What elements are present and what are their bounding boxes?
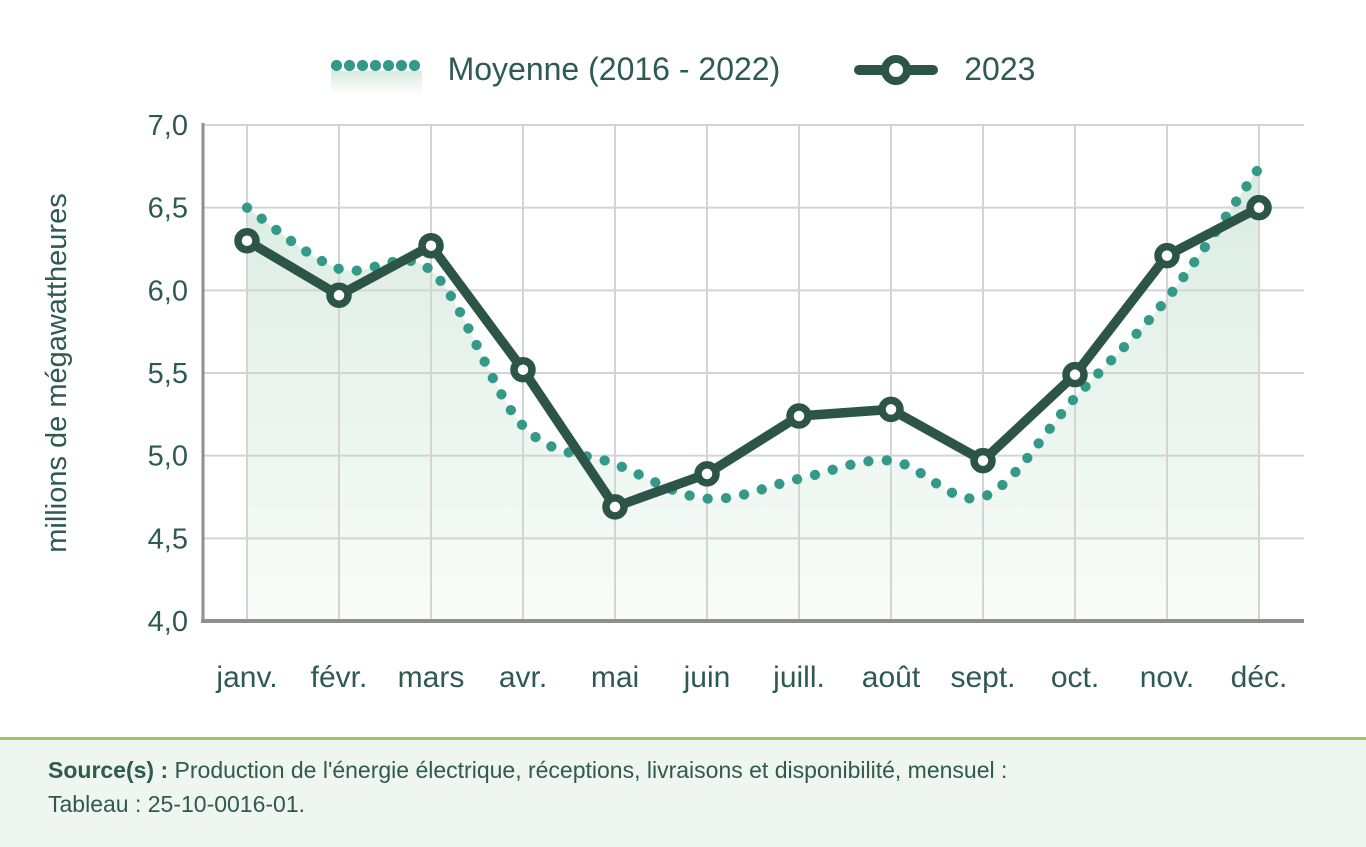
line-2023 <box>242 202 1264 512</box>
x-tick-label-mai: mai <box>591 661 639 694</box>
y-tick-label: 4,0 <box>148 606 188 638</box>
chart-legend: Moyenne (2016 - 2022) 2023 <box>0 44 1366 95</box>
marker-2023-mars[interactable] <box>418 232 444 259</box>
y-axis-title: millions de mégawattheures <box>41 193 73 552</box>
legend-item-2023[interactable]: 2023 <box>854 51 1035 88</box>
y-tick-label: 7,0 <box>148 110 188 142</box>
x-tick-label-mars: mars <box>398 661 465 694</box>
marker-2023-juin[interactable] <box>694 461 720 487</box>
marker-2023-déc.[interactable] <box>1246 194 1272 221</box>
source-footer: Source(s) : Production de l'énergie élec… <box>0 737 1366 847</box>
x-tick-label-avr.: avr. <box>499 661 547 694</box>
electricity-production-line-chart: 7,0 6,5 6,0 5,5 5,0 4,5 4,0 janv. févr. mars avr. m… <box>41 110 1304 694</box>
x-tick-label-juin: juin <box>683 661 731 694</box>
line-marker-swatch-icon <box>854 54 939 85</box>
x-tick-label-oct.: oct. <box>1051 661 1099 694</box>
marker-2023-févr.[interactable] <box>326 282 352 309</box>
marker-2023-janv.[interactable] <box>234 227 260 254</box>
x-tick-label-nov.: nov. <box>1140 661 1194 694</box>
legend-label-moyenne: Moyenne (2016 - 2022) <box>447 51 781 87</box>
legend-label-2023: 2023 <box>964 51 1036 87</box>
area-fade-icon <box>330 71 422 95</box>
marker-2023-août[interactable] <box>878 396 904 423</box>
moyenne-dotted-line <box>241 162 1265 504</box>
x-tick-label-janv.: janv. <box>215 661 277 694</box>
y-tick-label: 5,5 <box>148 358 188 390</box>
marker-2023-juill.[interactable] <box>786 403 812 429</box>
source-label: Source(s) : <box>48 757 169 783</box>
circle-marker-icon <box>881 54 912 85</box>
legend-item-moyenne[interactable]: Moyenne (2016 - 2022) <box>330 44 781 95</box>
y-tick-label: 4,5 <box>148 523 188 555</box>
x-tick-label-févr.: févr. <box>311 661 368 694</box>
dotted-line-icon <box>330 60 422 71</box>
marker-2023-nov.[interactable] <box>1154 242 1180 269</box>
y-tick-label: 6,5 <box>148 193 188 225</box>
x-tick-label-sept.: sept. <box>950 661 1015 694</box>
source-text: Source(s) : Production de l'énergie élec… <box>48 753 1366 821</box>
x-tick-label-août: août <box>862 661 921 694</box>
marker-2023-avr.[interactable] <box>510 356 536 383</box>
marker-2023-mai[interactable] <box>602 494 628 520</box>
y-tick-label: 6,0 <box>148 275 188 307</box>
y-tick-label: 5,0 <box>148 441 188 473</box>
marker-2023-oct.[interactable] <box>1062 361 1088 388</box>
moyenne-dotted-swatch-icon <box>330 60 422 95</box>
marker-2023-sept.[interactable] <box>970 447 996 474</box>
x-tick-label-juill.: juill. <box>772 661 825 694</box>
source-line2: Tableau : 25-10-0016-01. <box>48 791 306 817</box>
source-line1: Production de l'énergie électrique, réce… <box>174 757 1008 783</box>
moyenne-area-fill <box>247 167 1259 621</box>
x-tick-label-déc.: déc. <box>1231 661 1288 694</box>
